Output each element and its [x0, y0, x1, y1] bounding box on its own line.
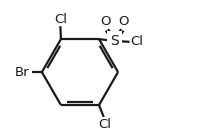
Text: Cl: Cl	[54, 13, 67, 26]
Text: O: O	[101, 15, 111, 28]
Text: O: O	[118, 15, 129, 28]
Text: Br: Br	[14, 66, 29, 79]
Text: Cl: Cl	[98, 118, 111, 131]
Text: S: S	[110, 34, 119, 48]
Text: Cl: Cl	[130, 35, 144, 48]
